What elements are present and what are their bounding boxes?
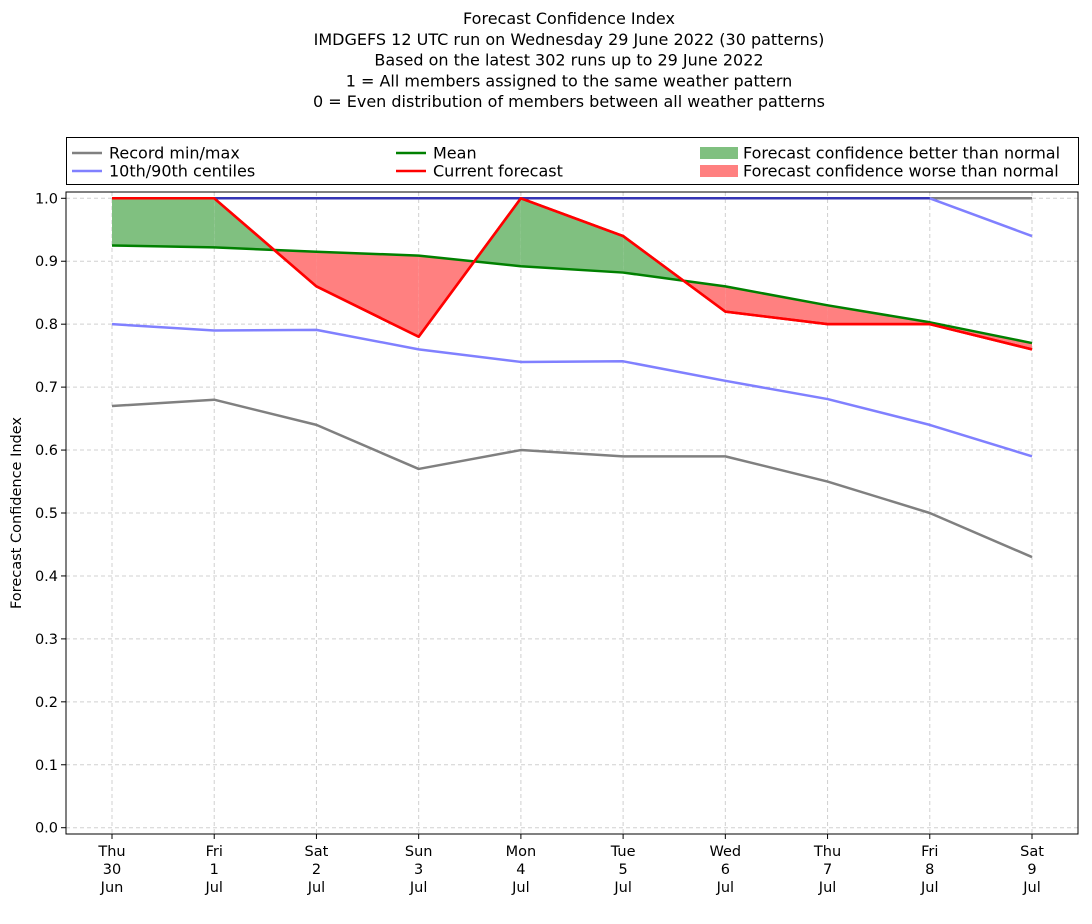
x-tick-label: Jul bbox=[511, 880, 530, 896]
title-line: 1 = All members assigned to the same wea… bbox=[346, 71, 793, 90]
x-tick-label: Fri bbox=[921, 844, 938, 860]
series-line-record-min bbox=[111, 398, 1033, 559]
legend-label: Record min/max bbox=[109, 144, 240, 163]
y-tick-label: 0.6 bbox=[35, 443, 58, 459]
y-tick-label: 0.7 bbox=[35, 380, 58, 396]
x-tick-label: 6 bbox=[721, 862, 730, 878]
title-line: Forecast Confidence Index bbox=[463, 9, 675, 28]
axes: 0.0 0.1 0.2 0.3 0.4 0.5 0.6 0.7 0.8 0.9 1.0 Thu 30 Ju… bbox=[9, 191, 1079, 896]
y-tick-label: 0.1 bbox=[35, 758, 58, 774]
x-tick-label: Tue bbox=[610, 844, 636, 860]
x-tick-label: Jul bbox=[613, 880, 632, 896]
legend-label: 10th/90th centiles bbox=[109, 162, 255, 181]
x-tick-label: Jun bbox=[100, 880, 124, 896]
x-tick-label: 7 bbox=[823, 862, 832, 878]
x-tick-label: Fri bbox=[206, 844, 223, 860]
confidence-fill bbox=[112, 198, 215, 248]
y-tick-label: 0.2 bbox=[35, 695, 58, 711]
legend-swatch bbox=[700, 147, 738, 159]
x-tick-label: Thu bbox=[813, 844, 841, 860]
x-tick-label: 3 bbox=[414, 862, 423, 878]
y-axis-label: Forecast Confidence Index bbox=[9, 417, 25, 609]
y-tick-label: 0.3 bbox=[35, 632, 58, 648]
x-tick-label: 1 bbox=[210, 862, 219, 878]
x-tick-label: Mon bbox=[506, 844, 537, 860]
confidence-fill bbox=[316, 251, 419, 337]
x-tick-label: Thu bbox=[97, 844, 125, 860]
confidence-fills bbox=[112, 198, 1032, 350]
y-tick-label: 1.0 bbox=[35, 191, 58, 207]
y-tick-label: 0.0 bbox=[35, 821, 58, 837]
y-tick-label: 0.5 bbox=[35, 506, 58, 522]
x-tick-label: Jul bbox=[409, 880, 428, 896]
series-lines bbox=[111, 197, 1033, 559]
legend-label: Current forecast bbox=[433, 162, 563, 181]
confidence-fill bbox=[725, 286, 828, 325]
x-tick-label: Sat bbox=[1020, 844, 1044, 860]
x-tick-label: Jul bbox=[818, 880, 837, 896]
confidence-fill bbox=[520, 198, 624, 273]
y-tick-label: 0.4 bbox=[35, 569, 58, 585]
title-line: Based on the latest 302 runs up to 29 Ju… bbox=[374, 51, 763, 70]
x-tick-label: Sat bbox=[305, 844, 329, 860]
x-tick-label: Jul bbox=[204, 880, 223, 896]
chart-title: Forecast Confidence Index IMDGEFS 12 UTC … bbox=[313, 9, 825, 111]
x-tick-label: Jul bbox=[920, 880, 939, 896]
series-line-mean bbox=[111, 244, 1033, 345]
x-tick-label: 4 bbox=[516, 862, 525, 878]
x-tick-label: Jul bbox=[716, 880, 735, 896]
x-tick-label: Sun bbox=[405, 844, 433, 860]
grid bbox=[66, 192, 1078, 834]
x-tick-label: 8 bbox=[925, 862, 934, 878]
y-tick-label: 0.9 bbox=[35, 254, 58, 270]
x-tick-label: 30 bbox=[103, 862, 121, 878]
series-line-p10 bbox=[111, 322, 1033, 458]
x-tick-label: 5 bbox=[618, 862, 627, 878]
legend-label: Mean bbox=[433, 144, 477, 163]
title-line: 0 = Even distribution of members between… bbox=[313, 92, 825, 111]
legend-label: Forecast confidence better than normal bbox=[743, 144, 1060, 163]
x-tick-label: Jul bbox=[307, 880, 326, 896]
x-tick-label: 9 bbox=[1027, 862, 1036, 878]
legend-frame bbox=[66, 137, 1079, 185]
y-tick-label: 0.8 bbox=[35, 317, 58, 333]
legend-swatch bbox=[700, 165, 738, 177]
x-tick-label: 2 bbox=[312, 862, 321, 878]
legend-label: Forecast confidence worse than normal bbox=[743, 162, 1059, 181]
x-tick-label: Wed bbox=[710, 844, 742, 860]
x-tick-label: Jul bbox=[1022, 880, 1041, 896]
series-line-current-top bbox=[112, 197, 1033, 351]
title-line: IMDGEFS 12 UTC run on Wednesday 29 June … bbox=[314, 30, 825, 49]
